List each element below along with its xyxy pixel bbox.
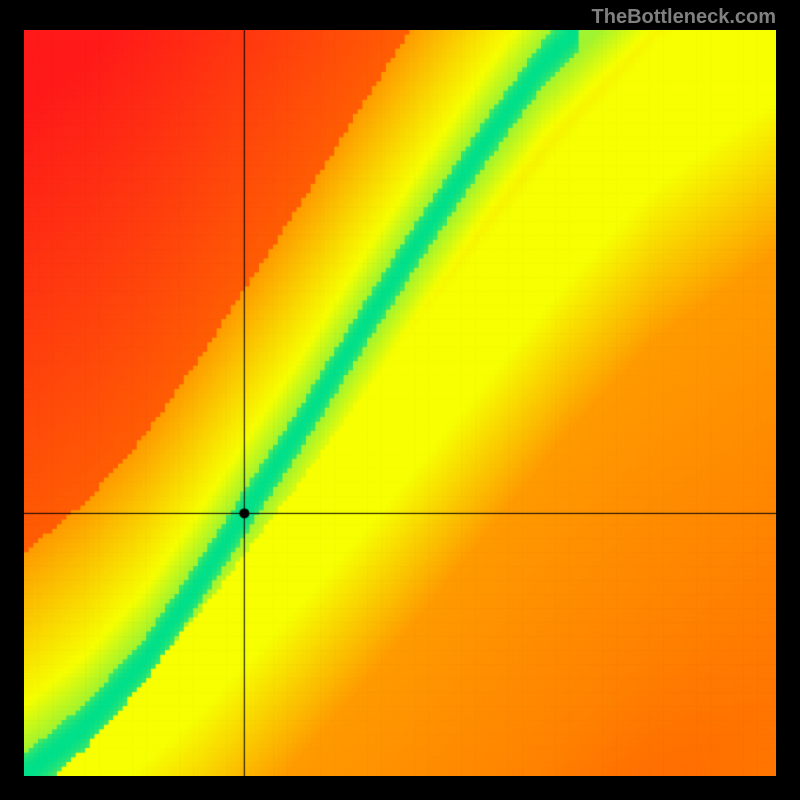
watermark-text: TheBottleneck.com (592, 6, 776, 29)
chart-frame: TheBottleneck.com (0, 0, 800, 800)
bottleneck-heatmap (24, 30, 776, 776)
